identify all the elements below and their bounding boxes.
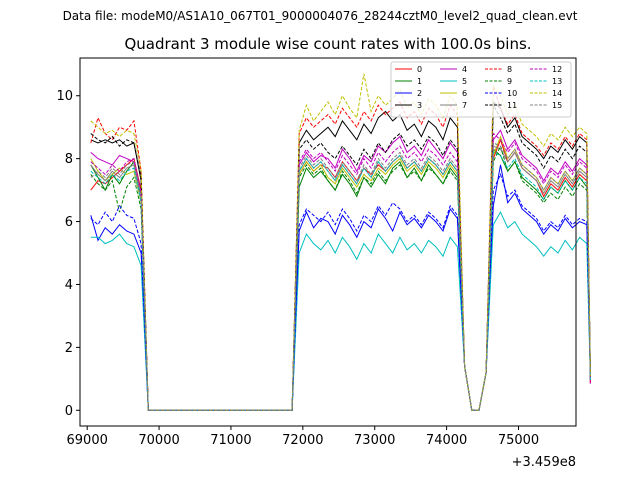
plot-area bbox=[79, 57, 591, 427]
legend-label-8: 8 bbox=[507, 65, 512, 74]
x-tick-label: 71000 bbox=[210, 433, 251, 448]
legend-label-14: 14 bbox=[552, 89, 562, 98]
x-axis: 69000 70000 71000 72000 73000 74000 75000 bbox=[67, 426, 539, 448]
y-tick-label: 2 bbox=[65, 341, 73, 356]
legend-label-5: 5 bbox=[462, 77, 467, 86]
chart-title: Quadrant 3 module wise count rates with … bbox=[124, 35, 531, 53]
x-tick-label: 72000 bbox=[282, 433, 323, 448]
axes-frame bbox=[79, 57, 577, 427]
x-tick-label: 74000 bbox=[426, 433, 467, 448]
legend-label-7: 7 bbox=[462, 101, 467, 110]
legend-label-3: 3 bbox=[417, 101, 422, 110]
legend-frame bbox=[390, 61, 572, 118]
legend-label-4: 4 bbox=[462, 65, 467, 74]
legend-label-12: 12 bbox=[552, 65, 562, 74]
legend-label-1: 1 bbox=[417, 77, 422, 86]
legend-label-6: 6 bbox=[462, 89, 467, 98]
series-line-12 bbox=[90, 132, 591, 411]
y-axis: 0 2 4 6 8 10 bbox=[56, 89, 80, 419]
legend-label-11: 11 bbox=[507, 101, 517, 110]
legend-label-10: 10 bbox=[507, 89, 517, 98]
y-tick-label: 6 bbox=[65, 215, 73, 230]
legend-label-9: 9 bbox=[507, 77, 512, 86]
x-tick-label: 73000 bbox=[354, 433, 395, 448]
series-line-15 bbox=[90, 142, 591, 411]
legend-label-0: 0 bbox=[417, 65, 422, 74]
y-tick-label: 0 bbox=[65, 404, 73, 419]
x-tick-label: 75000 bbox=[498, 433, 539, 448]
chart-suptitle: Data file: modeM0/AS1A10_067T01_90000040… bbox=[63, 9, 578, 23]
x-tick-label: 70000 bbox=[138, 433, 179, 448]
legend-label-13: 13 bbox=[552, 77, 562, 86]
legend-label-15: 15 bbox=[552, 101, 562, 110]
legend-label-2: 2 bbox=[417, 89, 422, 98]
y-tick-label: 10 bbox=[56, 89, 73, 104]
y-tick-label: 8 bbox=[65, 152, 73, 167]
x-offset-label: +3.459e8 bbox=[512, 455, 576, 470]
series-layer bbox=[90, 73, 591, 411]
x-tick-label: 69000 bbox=[67, 433, 108, 448]
y-tick-label: 4 bbox=[65, 278, 73, 293]
